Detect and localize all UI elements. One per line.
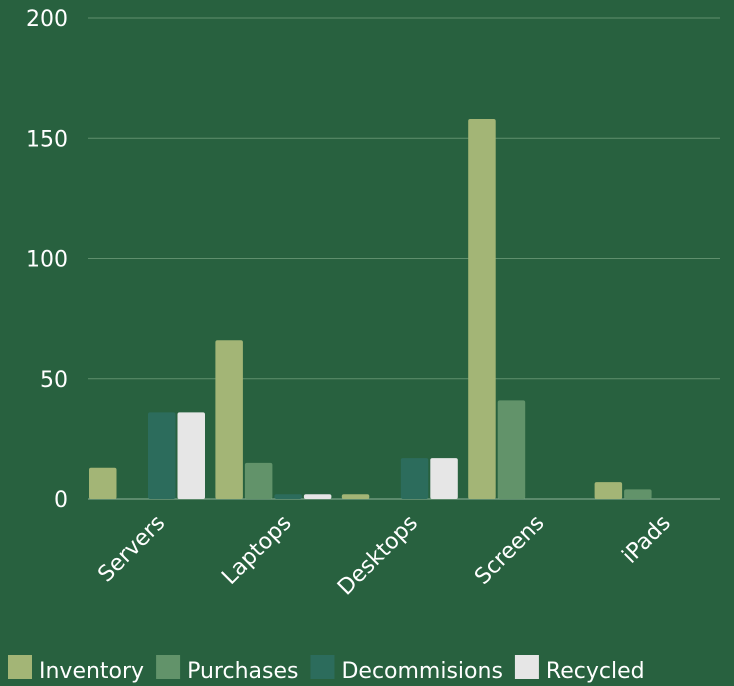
y-tick-label: 200: [26, 7, 68, 32]
y-tick-label: 0: [54, 488, 68, 513]
x-tick-label: Servers: [93, 511, 170, 588]
legend-swatch: [514, 655, 539, 679]
bar: [430, 458, 458, 499]
bar: [468, 119, 496, 499]
x-tick-label: Laptops: [217, 511, 296, 590]
x-tick-label: Screens: [470, 511, 549, 590]
legend-label: Recycled: [546, 659, 645, 684]
bar: [89, 467, 117, 499]
x-tick-label: iPads: [618, 511, 676, 569]
legend-label: Inventory: [39, 659, 144, 684]
bar: [274, 494, 302, 499]
legend-swatch: [8, 655, 32, 679]
x-tick-label: Desktops: [333, 511, 423, 601]
y-tick-label: 150: [26, 127, 68, 152]
bar: [624, 489, 652, 499]
legend-swatch: [156, 655, 181, 679]
bar: [400, 458, 429, 499]
legend-label: Purchases: [187, 659, 298, 684]
y-tick-label: 100: [26, 248, 68, 273]
bar: [594, 482, 623, 499]
bar: [177, 412, 205, 499]
bar: [341, 494, 370, 499]
bar: [215, 340, 243, 499]
bar: [497, 400, 526, 499]
legend-label: Decommisions: [341, 659, 502, 684]
bar: [303, 494, 332, 499]
legend-swatch: [310, 655, 335, 679]
y-tick-label: 50: [40, 368, 68, 393]
bar: [244, 462, 273, 499]
bar: [148, 412, 176, 499]
